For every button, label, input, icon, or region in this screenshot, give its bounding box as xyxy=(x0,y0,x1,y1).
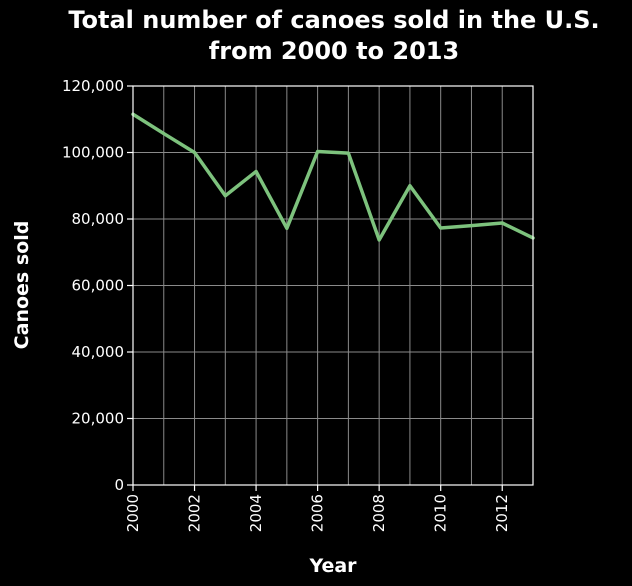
x-tick-label: 2002 xyxy=(186,494,204,532)
x-tick-label: 2004 xyxy=(247,494,265,532)
data-point xyxy=(408,184,412,188)
grid xyxy=(132,85,533,486)
data-point xyxy=(193,151,197,154)
y-tick-label: 20,000 xyxy=(72,410,125,428)
x-tick-label: 2012 xyxy=(493,494,511,532)
x-tick-label: 2000 xyxy=(124,494,142,532)
data-point xyxy=(439,226,443,230)
y-tick-label: 100,000 xyxy=(62,144,124,162)
data-point xyxy=(285,226,289,230)
y-axis-label: Canoes sold xyxy=(11,221,33,350)
data-point xyxy=(316,150,320,154)
data-point xyxy=(377,238,381,242)
y-tick-label: 0 xyxy=(114,476,124,494)
data-point xyxy=(254,169,258,173)
data-point xyxy=(346,151,350,155)
chart-title-line-2: from 2000 to 2013 xyxy=(209,37,459,65)
data-point xyxy=(469,224,473,228)
x-tick-label: 2010 xyxy=(432,494,450,532)
x-tick-label: 2006 xyxy=(309,494,327,532)
chart-title-line-1: Total number of canoes sold in the U.S. xyxy=(68,6,599,34)
y-tick-label: 80,000 xyxy=(72,210,125,228)
data-point xyxy=(223,194,227,198)
data-point xyxy=(500,221,504,225)
y-tick-label: 60,000 xyxy=(72,277,125,295)
data-point xyxy=(162,132,166,136)
y-tick-label: 40,000 xyxy=(72,343,125,361)
y-tick-label: 120,000 xyxy=(62,77,124,95)
series-layer xyxy=(131,112,535,242)
x-axis-label: Year xyxy=(308,555,357,577)
axis-ticks: 2000 2002 2004 2006 2008 2010 2012 0 20,000 40,00… xyxy=(62,77,511,532)
x-tick-label: 2008 xyxy=(370,494,388,532)
series-line xyxy=(131,112,535,242)
